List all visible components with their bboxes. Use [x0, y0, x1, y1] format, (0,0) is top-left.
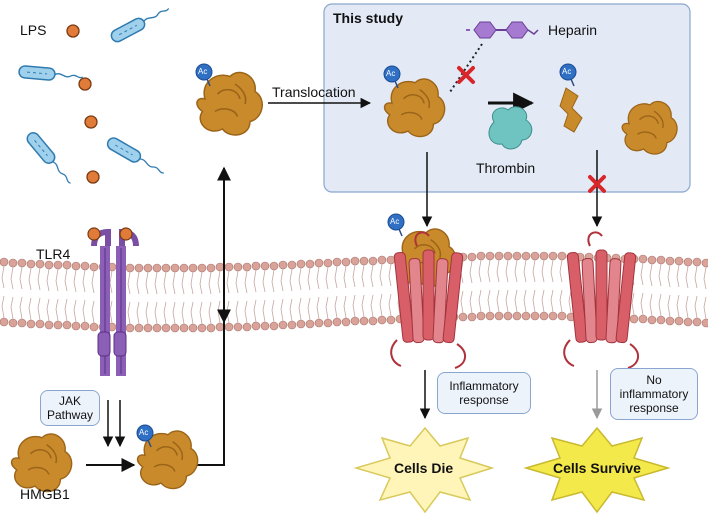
no-inflammatory-response-box: No inflammatory response [610, 368, 698, 420]
heparin-label: Heparin [548, 22, 598, 38]
this-study-panel [323, 3, 691, 193]
lps-label: LPS [20, 22, 47, 38]
cells-survive-label: Cells Survive [553, 460, 641, 476]
heparin-molecule [449, 21, 539, 93]
lps-particles [66, 24, 100, 184]
no-inflam-line3: response [629, 401, 679, 415]
jak-line2: Pathway [46, 408, 94, 422]
thrombin-label: Thrombin [476, 160, 536, 176]
acetyl-tag-label: Ac [139, 428, 149, 437]
cells-survive-burst [523, 426, 671, 514]
cells-die-burst [353, 426, 495, 514]
hmgb1-protein-bottom [10, 433, 73, 493]
cells-die-label: Cells Die [394, 460, 454, 476]
acetyl-tag-label: Ac [386, 69, 396, 78]
jak-line1: JAK [58, 394, 81, 408]
acetyl-tag-label: Ac [198, 67, 208, 76]
acetyl-tag-label: Ac [562, 67, 572, 76]
channel-receptor-left [390, 231, 466, 369]
jak-pathway-box: JAK Pathway [40, 390, 100, 426]
thrombin-enzyme [488, 106, 533, 150]
hmgb1-cleaved-fragments [559, 63, 678, 155]
inflammatory-response-box: Inflammatory response [437, 372, 531, 414]
this-study-label: This study [333, 10, 404, 26]
tlr4-receptor [87, 227, 139, 376]
cell-membrane [0, 251, 708, 333]
hmgb1-label: HMGB1 [20, 486, 70, 502]
translocation-label: Translocation [272, 84, 356, 100]
channel-receptor-right [563, 231, 639, 369]
no-inflam-line1: No [646, 373, 662, 387]
tlr4-label: TLR4 [36, 246, 71, 262]
acetyl-tag-label: Ac [390, 217, 400, 226]
inflammatory-line2: response [459, 393, 509, 407]
inflammatory-line1: Inflammatory [449, 379, 519, 393]
signal-arrows [86, 92, 603, 472]
no-inflam-line2: inflammatory [619, 387, 689, 401]
